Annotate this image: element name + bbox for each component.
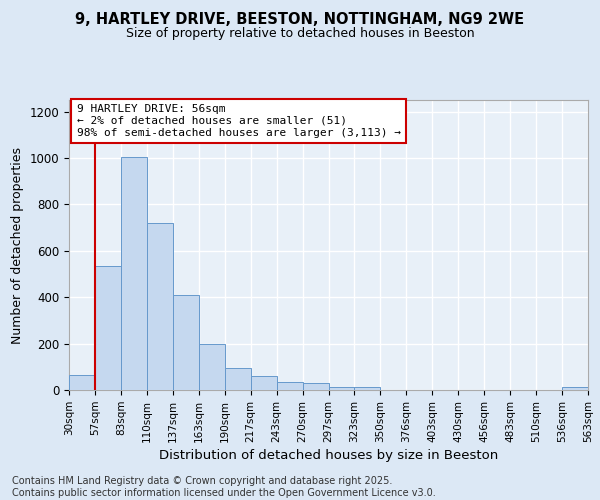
Bar bbox=[147, 223, 173, 390]
Bar bbox=[95, 266, 121, 390]
X-axis label: Distribution of detached houses by size in Beeston: Distribution of detached houses by size … bbox=[159, 449, 498, 462]
Bar bbox=[173, 295, 199, 390]
Bar bbox=[329, 386, 355, 390]
Bar bbox=[355, 386, 380, 390]
Bar bbox=[251, 376, 277, 390]
Bar bbox=[225, 368, 251, 390]
Bar bbox=[277, 382, 302, 390]
Text: 9, HARTLEY DRIVE, BEESTON, NOTTINGHAM, NG9 2WE: 9, HARTLEY DRIVE, BEESTON, NOTTINGHAM, N… bbox=[76, 12, 524, 28]
Bar bbox=[199, 344, 224, 390]
Text: 9 HARTLEY DRIVE: 56sqm
← 2% of detached houses are smaller (51)
98% of semi-deta: 9 HARTLEY DRIVE: 56sqm ← 2% of detached … bbox=[77, 104, 401, 138]
Y-axis label: Number of detached properties: Number of detached properties bbox=[11, 146, 24, 344]
Text: Contains HM Land Registry data © Crown copyright and database right 2025.
Contai: Contains HM Land Registry data © Crown c… bbox=[12, 476, 436, 498]
Bar bbox=[562, 386, 588, 390]
Bar bbox=[69, 375, 95, 390]
Bar bbox=[302, 383, 329, 390]
Bar bbox=[121, 157, 147, 390]
Text: Size of property relative to detached houses in Beeston: Size of property relative to detached ho… bbox=[125, 28, 475, 40]
